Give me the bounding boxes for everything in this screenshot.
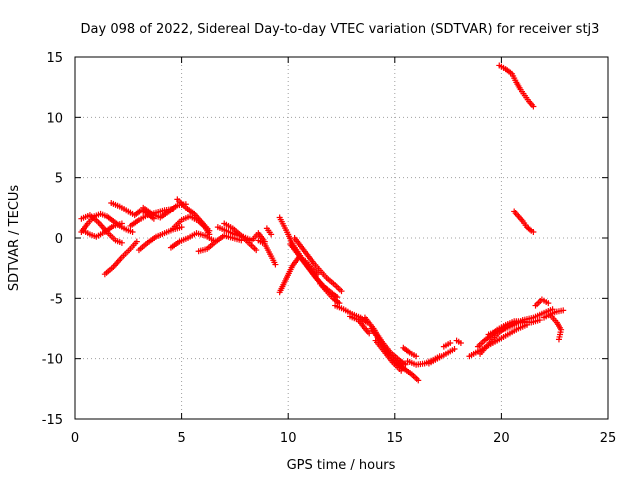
chart-title: Day 098 of 2022, Sidereal Day-to-day VTE… — [81, 22, 600, 37]
data-point — [530, 103, 537, 110]
data-point — [415, 377, 422, 384]
y-tick-label: 0 — [55, 232, 63, 247]
data-points — [78, 62, 567, 384]
data-point — [118, 220, 125, 227]
data-point — [206, 227, 213, 234]
x-tick-labels: 0 5 10 15 20 25 — [71, 431, 616, 446]
x-tick-label: 5 — [177, 431, 185, 446]
y-tick-labels: -15 -10 -5 0 5 10 15 — [42, 51, 63, 428]
x-tick-label: 20 — [493, 431, 510, 446]
y-tick-label: -15 — [42, 413, 63, 428]
x-tick-label: 25 — [600, 431, 617, 446]
x-tick-label: 0 — [71, 431, 79, 446]
data-point — [530, 228, 537, 235]
data-point — [366, 330, 373, 337]
data-point — [555, 336, 562, 343]
data-point — [129, 228, 136, 235]
y-tick-label: -10 — [42, 353, 63, 368]
data-point — [338, 288, 345, 295]
axis-ticks — [74, 56, 609, 420]
x-tick-label: 15 — [387, 431, 404, 446]
data-point — [178, 224, 185, 231]
data-point — [545, 300, 552, 307]
data-point — [451, 346, 458, 353]
data-point — [536, 317, 543, 324]
data-point — [272, 261, 279, 268]
y-tick-label: -5 — [50, 292, 63, 307]
data-point — [413, 353, 420, 360]
data-point — [268, 231, 275, 238]
data-point — [560, 307, 567, 314]
data-point — [133, 238, 140, 245]
x-axis-label: GPS time / hours — [287, 458, 396, 473]
y-axis-label: SDTVAR / TECUs — [7, 185, 22, 292]
y-tick-label: 5 — [55, 172, 63, 187]
data-point — [253, 247, 260, 254]
x-tick-label: 10 — [280, 431, 297, 446]
data-point — [447, 339, 454, 346]
data-point — [457, 339, 464, 346]
data-point — [118, 239, 125, 246]
y-tick-label: 10 — [46, 111, 63, 126]
y-tick-label: 15 — [46, 51, 63, 66]
